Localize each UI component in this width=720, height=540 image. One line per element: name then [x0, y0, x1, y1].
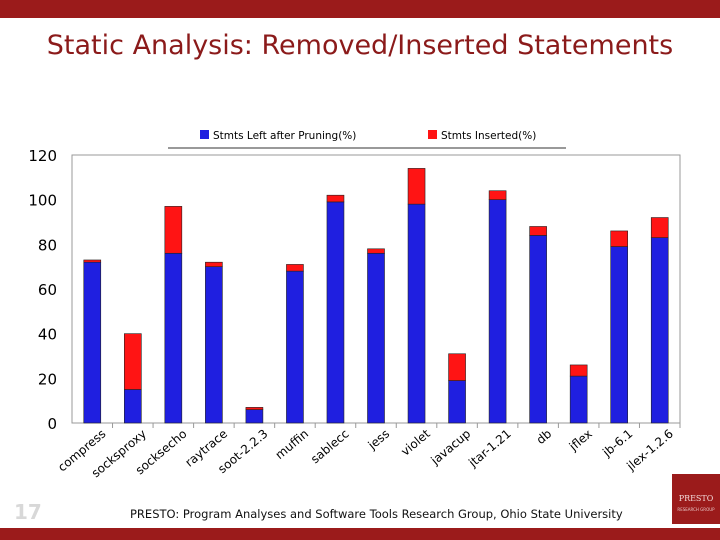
x-tick-label: muffin — [273, 427, 312, 462]
bar-socksecho-series-1 — [164, 206, 183, 254]
bar-compress-series-1 — [83, 259, 102, 263]
bar-db-series-1 — [529, 226, 547, 236]
y-tick-label: 20 — [38, 370, 57, 388]
bar-soot-2.2.3-series-1 — [245, 407, 264, 410]
bar-jlex-1.2.6-series-0 — [650, 237, 669, 424]
top-accent-bar — [0, 0, 720, 18]
legend-swatch-inserted — [428, 130, 437, 139]
y-axis: 0 20 40 60 80 100 120 — [28, 147, 57, 433]
x-tick-label: sablecc — [308, 427, 352, 467]
x-tick-label: jb-6.1 — [599, 427, 635, 460]
x-axis-labels: compresssocksproxysocksechoraytracesoot-… — [55, 426, 676, 480]
legend-label-inserted: Stmts Inserted(%) — [441, 130, 536, 142]
bar-socksecho-series-0 — [164, 252, 183, 424]
bar-compress-series-0 — [83, 261, 102, 424]
bar-javacup-series-0 — [448, 380, 466, 424]
x-tick-label: javacup — [428, 427, 474, 469]
bar-jess-series-0 — [367, 252, 385, 424]
bar-raytrace-series-0 — [205, 266, 223, 424]
legend-label-left: Stmts Left after Pruning(%) — [213, 130, 356, 142]
bar-jtar-1.21-series-0 — [488, 199, 507, 424]
y-tick-label: 40 — [38, 326, 57, 344]
bar-muffin-series-1 — [286, 264, 304, 272]
bar-sablecc-series-1 — [326, 194, 345, 203]
footer-text: PRESTO: Program Analyses and Software To… — [130, 507, 623, 521]
x-tick-label: jtar-1.21 — [465, 427, 514, 471]
legend-swatch-left — [200, 130, 209, 139]
bar-socksproxy-series-0 — [124, 389, 142, 424]
bar-jess-series-1 — [367, 248, 385, 254]
bar-jflex-series-1 — [569, 364, 588, 377]
bar-sablecc-series-0 — [326, 201, 345, 424]
logo-subtext: RESEARCH GROUP — [677, 507, 715, 512]
x-tick-label: db — [534, 427, 555, 448]
x-tick-label: jess — [365, 427, 393, 453]
x-tick-label: jflex — [566, 427, 595, 455]
chart-legend: Stmts Left after Pruning(%) Stmts Insert… — [168, 130, 566, 149]
y-tick-label: 120 — [28, 147, 57, 165]
bar-jb-6.1-series-0 — [610, 246, 629, 424]
bars — [83, 168, 681, 428]
bottom-accent-bar — [0, 528, 720, 540]
bar-jlex-1.2.6-series-1 — [650, 217, 669, 238]
bar-javacup-series-1 — [448, 353, 466, 381]
bar-muffin-series-0 — [286, 270, 304, 424]
bar-jflex-series-0 — [569, 375, 588, 424]
slide-number: 17 — [14, 500, 42, 524]
bar-raytrace-series-1 — [205, 261, 223, 267]
presto-logo: PRESTO RESEARCH GROUP — [672, 474, 720, 524]
y-tick-label: 0 — [47, 415, 57, 433]
y-tick-label: 100 — [28, 192, 57, 210]
logo-text: PRESTO — [678, 494, 714, 503]
bar-jb-6.1-series-1 — [610, 230, 629, 247]
bar-violet-series-1 — [407, 168, 426, 205]
bar-db-series-0 — [529, 235, 547, 424]
bar-jtar-1.21-series-1 — [488, 190, 507, 200]
y-tick-label: 80 — [38, 236, 57, 254]
bar-soot-2.2.3-series-0 — [245, 409, 264, 424]
bar-violet-series-0 — [407, 203, 426, 424]
y-tick-label: 60 — [38, 281, 57, 299]
slide-title: Static Analysis: Removed/Inserted Statem… — [46, 30, 674, 61]
bar-socksproxy-series-1 — [124, 333, 142, 390]
x-tick-label: violet — [398, 426, 433, 458]
